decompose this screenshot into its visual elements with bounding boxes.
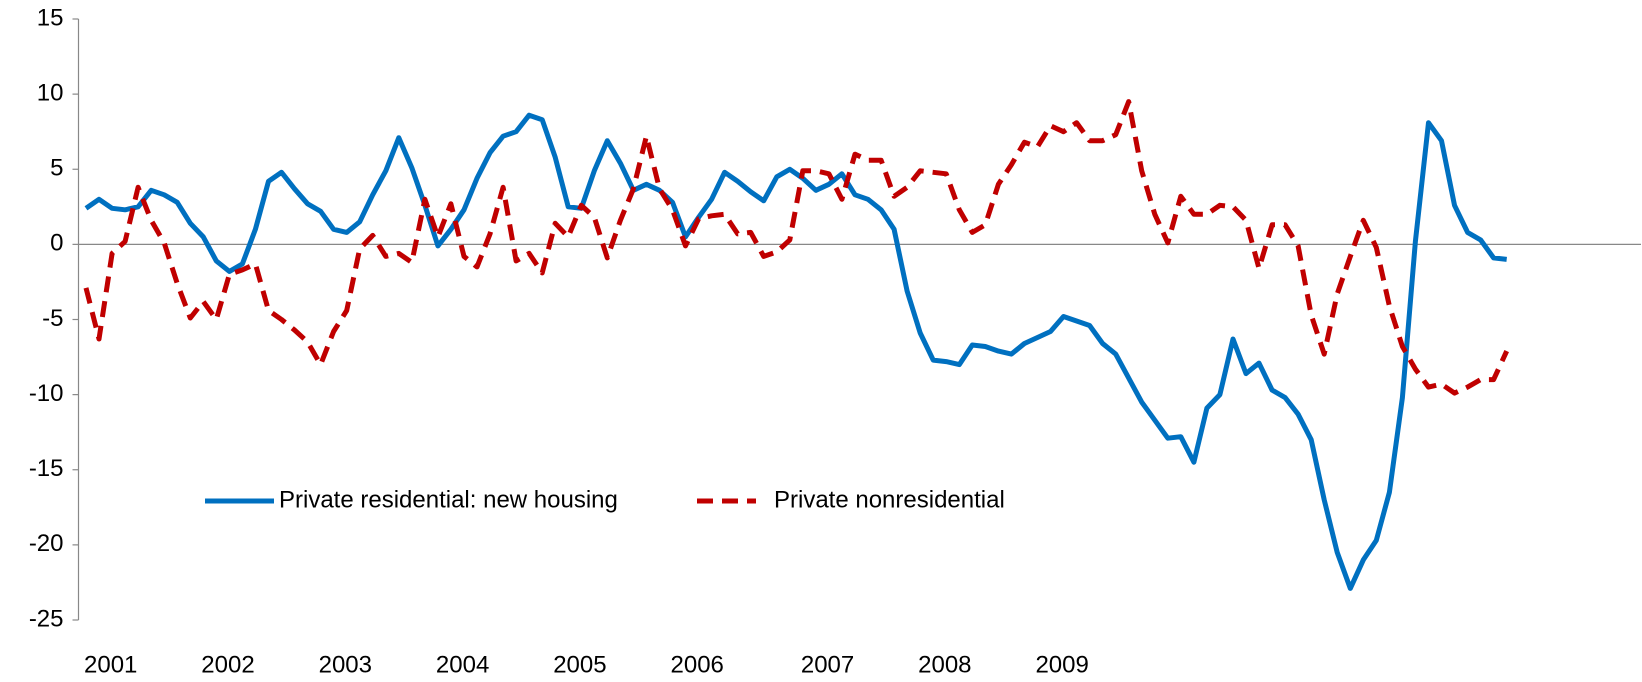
y-tick-label: -5 (42, 305, 63, 332)
x-tick-label: 2005 (553, 651, 606, 678)
x-tick-label: 2004 (436, 651, 489, 678)
x-tick-label: 2001 (84, 651, 137, 678)
legend-label: Private nonresidential (774, 486, 1005, 513)
y-tick-label: -10 (29, 380, 64, 407)
x-tick-label: 2009 (1035, 651, 1088, 678)
y-tick-label: 10 (37, 79, 64, 106)
y-tick-label: -15 (29, 455, 64, 482)
data-line (84, 112, 1507, 591)
x-tick-label: 2008 (918, 651, 971, 678)
y-tick-label: 5 (50, 155, 63, 182)
x-tick-label: 2003 (319, 651, 372, 678)
y-tick-label: -20 (29, 530, 64, 557)
y-tick-label: 0 (50, 230, 63, 257)
y-tick-label: 15 (37, 4, 64, 31)
x-tick-label: 2007 (801, 651, 854, 678)
y-tick-label: -25 (29, 605, 64, 632)
x-tick-label: 2002 (201, 651, 254, 678)
x-tick-label: 2006 (671, 651, 724, 678)
data-line (83, 99, 1509, 396)
legend-label: Private residential: new housing (279, 486, 618, 513)
